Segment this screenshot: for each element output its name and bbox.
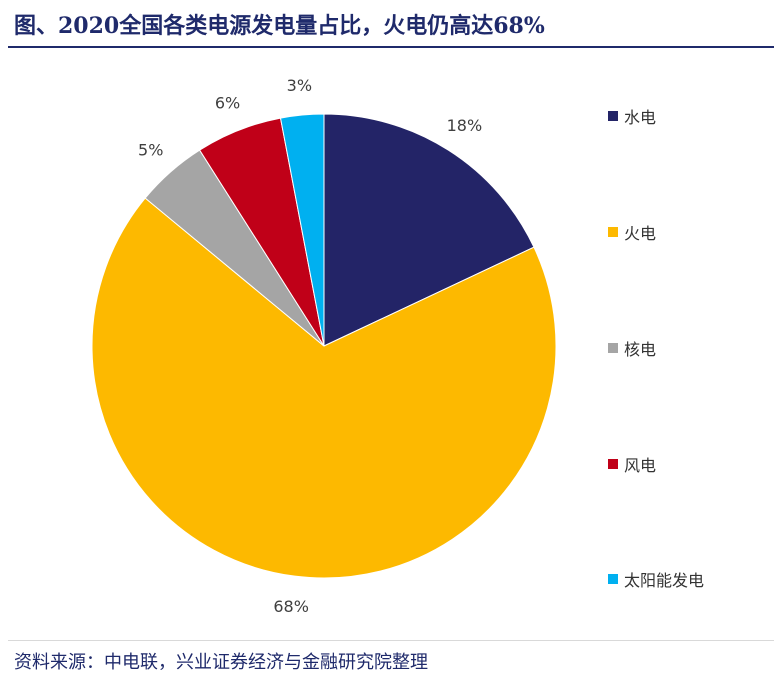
pie-slice <box>279 113 325 347</box>
legend-swatch <box>608 459 618 469</box>
legend-label: 风电 <box>624 456 657 475</box>
slice-data-label: 68% <box>273 597 309 616</box>
legend-item: 水电 <box>608 104 656 128</box>
chart-title: 图、2020全国各类电源发电量占比，火电仍高达68% <box>14 13 545 39</box>
legend-item: 太阳能发电 <box>608 567 704 591</box>
source-note: 资料来源：中电联，兴业证券经济与金融研究院整理 <box>14 652 428 673</box>
chart-legend: 水电火电核电风电太阳能发电 <box>608 0 778 640</box>
legend-swatch <box>608 343 618 353</box>
pie-slice <box>91 197 557 579</box>
title-underline <box>8 46 774 48</box>
legend-item: 火电 <box>608 220 656 244</box>
footer-divider <box>8 640 774 641</box>
legend-swatch <box>608 111 618 121</box>
slice-data-label: 18% <box>447 116 483 135</box>
slice-data-label: 3% <box>287 76 312 95</box>
legend-label: 水电 <box>624 108 657 127</box>
legend-label: 太阳能发电 <box>624 571 705 590</box>
slice-data-label: 5% <box>138 140 163 159</box>
legend-item: 风电 <box>608 452 656 476</box>
legend-item: 核电 <box>608 336 656 360</box>
legend-swatch <box>608 574 618 584</box>
legend-swatch <box>608 227 618 237</box>
legend-label: 火电 <box>624 224 657 243</box>
legend-label: 核电 <box>624 340 657 359</box>
pie-slice <box>323 113 535 347</box>
pie-chart: 18% 68% 5% 6% 3% <box>91 76 557 616</box>
slice-data-label: 6% <box>215 93 240 112</box>
